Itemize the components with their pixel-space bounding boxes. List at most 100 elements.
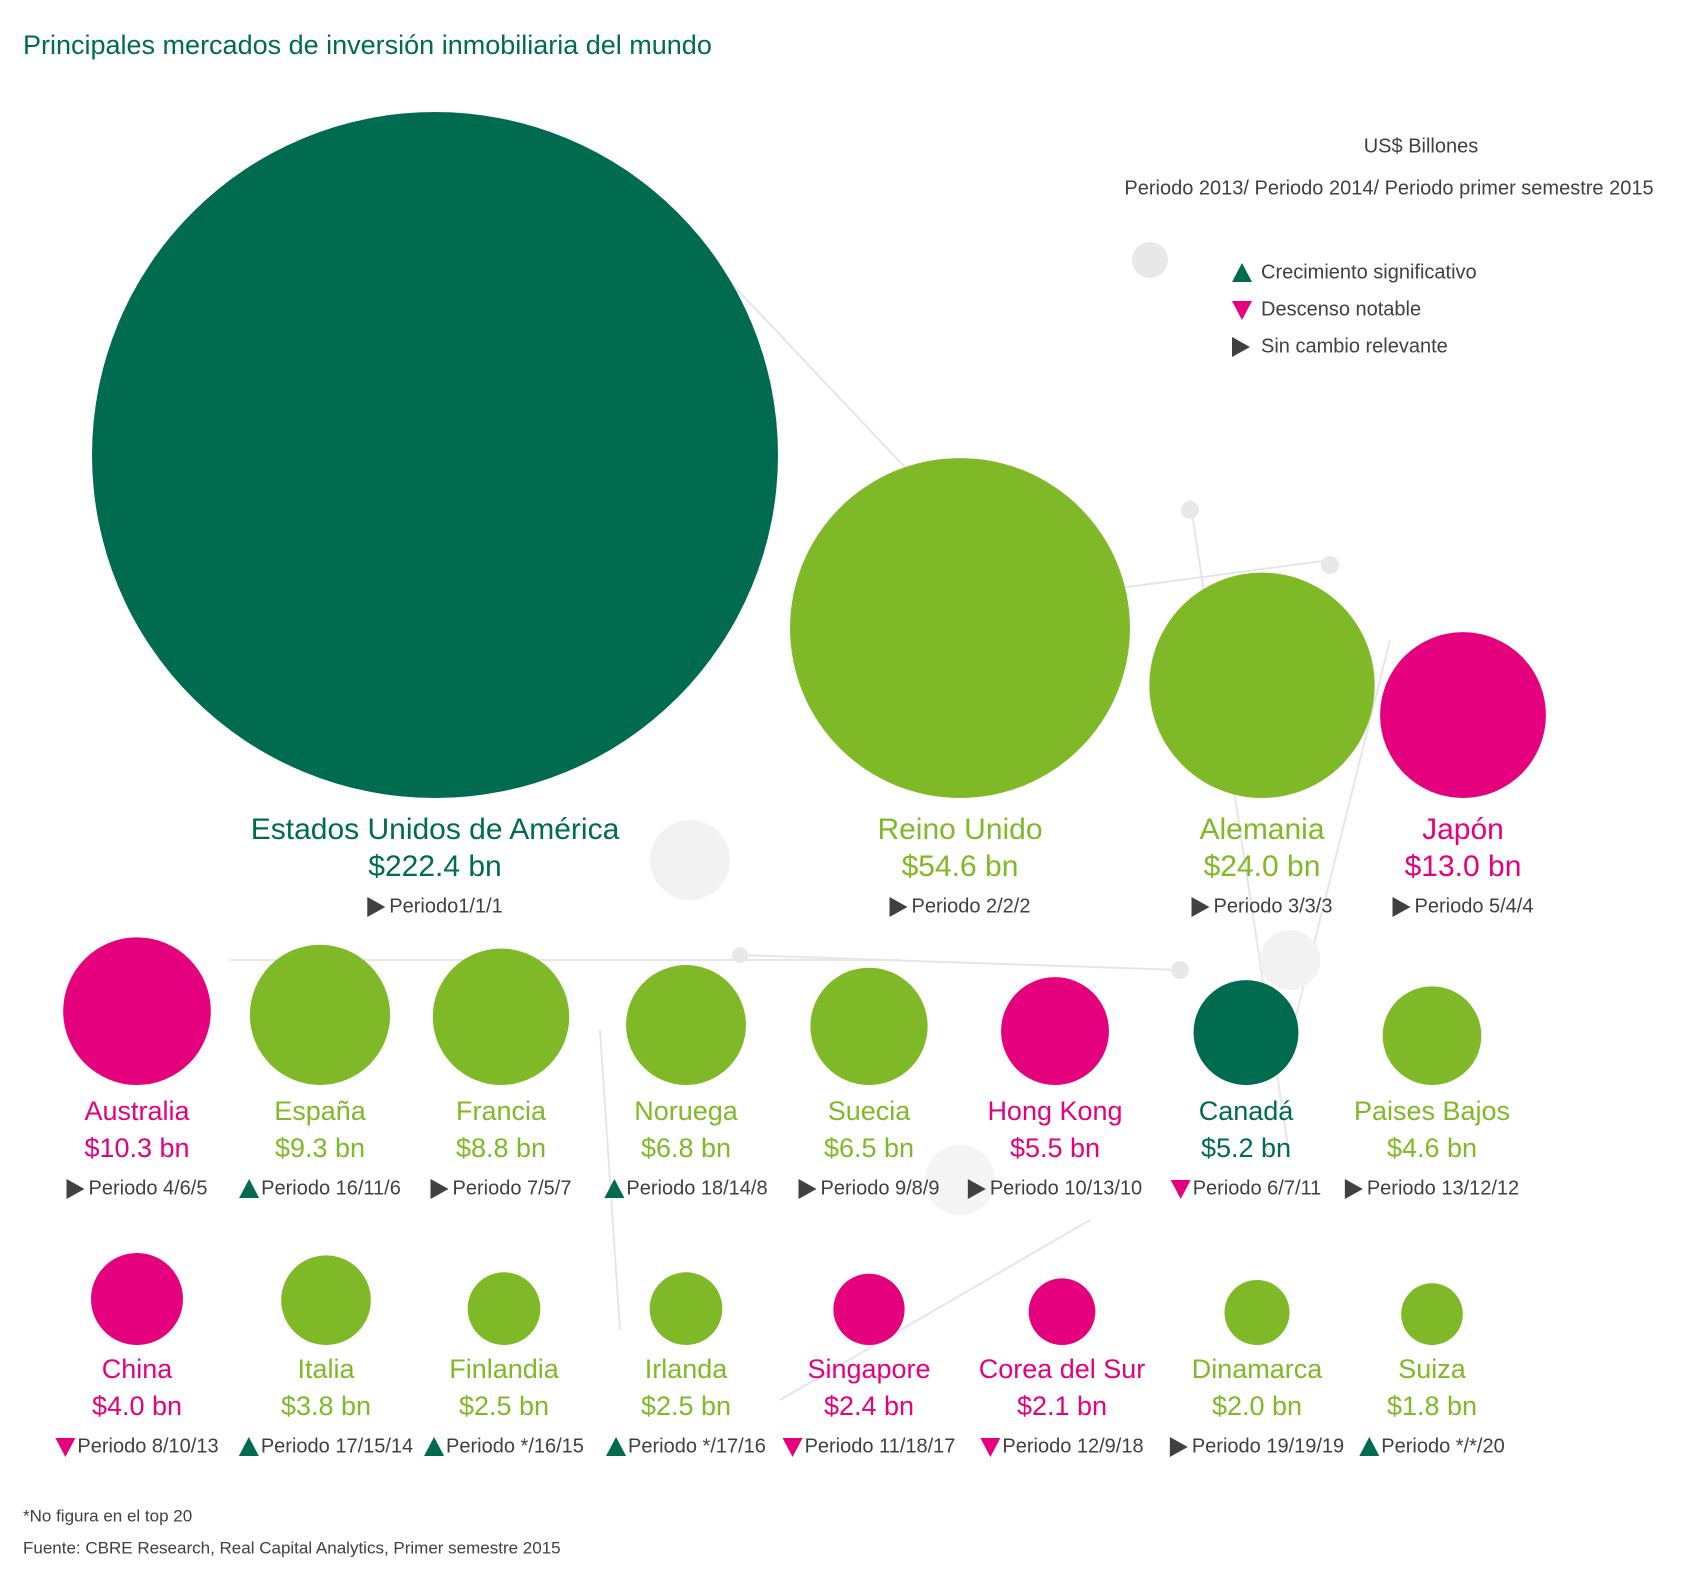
value-label: $222.4 bn bbox=[368, 850, 501, 883]
period-label: Periodo 9/8/9 bbox=[821, 1177, 940, 1199]
period-label: Periodo 5/4/4 bbox=[1415, 895, 1534, 917]
market-name: Canadá bbox=[1199, 1096, 1295, 1126]
period-label: Periodo */17/16 bbox=[628, 1435, 766, 1457]
market-name: Singapore bbox=[807, 1354, 930, 1384]
market-name: Corea del Sur bbox=[979, 1354, 1146, 1384]
unit-note: US$ Billones bbox=[1364, 135, 1479, 157]
period-label: Periodo 6/7/11 bbox=[1193, 1177, 1322, 1199]
period-label: Periodo 12/9/18 bbox=[1002, 1435, 1143, 1457]
value-label: $6.5 bn bbox=[824, 1133, 914, 1163]
bubble bbox=[810, 967, 928, 1085]
bubble bbox=[91, 111, 779, 798]
period-label: Periodo 2/2/2 bbox=[912, 895, 1031, 917]
trend-marker bbox=[604, 1179, 625, 1198]
bubble bbox=[1001, 977, 1109, 1085]
trend-marker bbox=[367, 897, 386, 917]
value-label: $2.1 bn bbox=[1017, 1391, 1107, 1421]
period-label: Periodo 18/14/8 bbox=[626, 1177, 767, 1199]
period-label: Periodo */*/20 bbox=[1381, 1435, 1504, 1457]
market-name: Alemania bbox=[1199, 813, 1324, 846]
period-label: Periodo */16/15 bbox=[446, 1435, 584, 1457]
value-label: $2.5 bn bbox=[459, 1391, 549, 1421]
legend-label: Crecimiento significativo bbox=[1261, 261, 1477, 283]
value-label: $24.0 bn bbox=[1204, 850, 1321, 883]
period-label: Periodo 8/10/13 bbox=[77, 1435, 218, 1457]
bubble bbox=[626, 965, 746, 1085]
value-label: $2.0 bn bbox=[1212, 1391, 1302, 1421]
bubble bbox=[432, 948, 570, 1085]
bubble bbox=[833, 1273, 905, 1345]
market-name: Finlandia bbox=[449, 1354, 560, 1384]
market-name: Italia bbox=[297, 1354, 355, 1384]
chart-title: Principales mercados de inversión inmobi… bbox=[23, 30, 712, 60]
value-label: $2.5 bn bbox=[641, 1391, 731, 1421]
value-label: $6.8 bn bbox=[641, 1133, 731, 1163]
value-label: $10.3 bn bbox=[84, 1133, 189, 1163]
legend-label: Descenso notable bbox=[1261, 298, 1421, 320]
market-name: China bbox=[102, 1354, 174, 1384]
trend-marker bbox=[1344, 1179, 1363, 1199]
bubble bbox=[1028, 1278, 1096, 1345]
period-label: Periodo 3/3/3 bbox=[1214, 895, 1333, 917]
market-name: Dinamarca bbox=[1192, 1354, 1324, 1384]
market-name: Reino Unido bbox=[877, 813, 1042, 846]
trend-marker bbox=[424, 1437, 445, 1456]
value-label: $5.2 bn bbox=[1201, 1133, 1291, 1163]
bubble bbox=[649, 1272, 723, 1345]
market-name: Suiza bbox=[1398, 1354, 1467, 1384]
legend-marker bbox=[1232, 263, 1252, 282]
trend-marker bbox=[430, 1179, 449, 1199]
trend-marker bbox=[606, 1437, 627, 1456]
period-label: Periodo 19/19/19 bbox=[1192, 1435, 1344, 1457]
legend-marker bbox=[1232, 337, 1250, 357]
bubble bbox=[1193, 980, 1299, 1085]
value-label: $54.6 bn bbox=[902, 850, 1019, 883]
value-label: $13.0 bn bbox=[1405, 850, 1522, 883]
trend-marker bbox=[55, 1438, 76, 1457]
market-name: España bbox=[274, 1096, 367, 1126]
bubble bbox=[1401, 1283, 1463, 1345]
period-label: Periodo 7/5/7 bbox=[453, 1177, 572, 1199]
bubble bbox=[467, 1272, 541, 1345]
market-name: Hong Kong bbox=[987, 1096, 1122, 1126]
bubble bbox=[1380, 632, 1546, 798]
bubble bbox=[790, 458, 1130, 798]
bubble bbox=[1149, 572, 1375, 798]
period-label: Periodo 13/12/12 bbox=[1367, 1177, 1519, 1199]
market-name: Estados Unidos de América bbox=[251, 813, 620, 846]
value-label: $1.8 bn bbox=[1387, 1391, 1477, 1421]
market-name: Paises Bajos bbox=[1354, 1096, 1510, 1126]
bubble bbox=[91, 1253, 183, 1345]
market-name: Japón bbox=[1422, 813, 1504, 846]
trend-marker bbox=[1359, 1437, 1380, 1456]
trend-marker bbox=[967, 1179, 986, 1199]
trend-marker bbox=[1392, 897, 1411, 917]
trend-marker bbox=[66, 1179, 85, 1199]
legend-label: Sin cambio relevante bbox=[1261, 335, 1448, 357]
trend-marker bbox=[1191, 897, 1210, 917]
bubble bbox=[281, 1255, 371, 1346]
trend-marker bbox=[798, 1179, 817, 1199]
trend-marker bbox=[980, 1438, 1001, 1457]
market-name: Australia bbox=[84, 1096, 190, 1126]
footnote: *No figura en el top 20 bbox=[23, 1506, 192, 1525]
value-label: $2.4 bn bbox=[824, 1391, 914, 1421]
trend-marker bbox=[238, 1437, 259, 1456]
market-name: Noruega bbox=[634, 1096, 739, 1126]
trend-marker bbox=[239, 1179, 260, 1198]
value-label: $3.8 bn bbox=[281, 1391, 371, 1421]
bubble bbox=[1224, 1279, 1290, 1346]
value-label: $9.3 bn bbox=[275, 1133, 365, 1163]
value-label: $8.8 bn bbox=[456, 1133, 546, 1163]
bubble bbox=[63, 937, 211, 1085]
period-label: Periodo1/1/1 bbox=[389, 895, 502, 917]
period-label: Periodo 10/13/10 bbox=[990, 1177, 1142, 1199]
bubble bbox=[249, 944, 391, 1085]
period-note: Periodo 2013/ Periodo 2014/ Periodo prim… bbox=[1124, 177, 1653, 199]
period-label: Periodo 16/11/6 bbox=[261, 1177, 401, 1199]
value-label: $5.5 bn bbox=[1010, 1133, 1100, 1163]
trend-marker bbox=[782, 1438, 803, 1457]
value-label: $4.6 bn bbox=[1387, 1133, 1477, 1163]
market-name: Irlanda bbox=[645, 1354, 729, 1384]
